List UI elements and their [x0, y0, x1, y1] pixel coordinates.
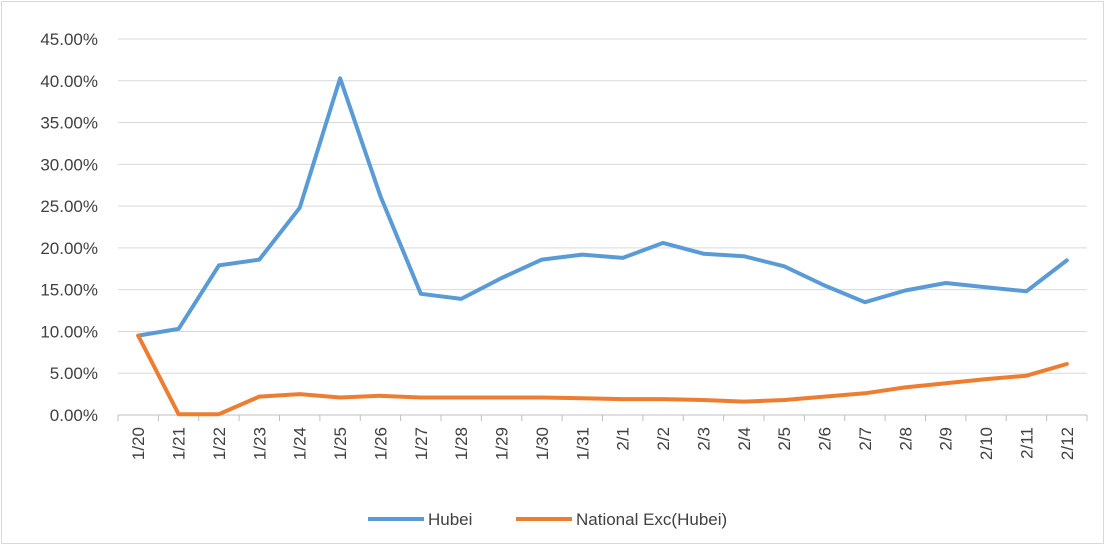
- x-tick-label: 1/20: [129, 427, 148, 460]
- y-tick-label: 10.00%: [40, 322, 98, 341]
- x-tick-label: 1/30: [533, 427, 552, 460]
- y-tick-label: 30.00%: [40, 155, 98, 174]
- x-tick-label: 2/2: [654, 427, 673, 451]
- x-tick-label: 1/22: [210, 427, 229, 460]
- x-tick-label: 1/27: [412, 427, 431, 460]
- x-axis-tick-labels: 1/20 1/21 1/22 1/23 1/24 1/25 1/26 1/27 1/28 1/29…: [129, 427, 1077, 460]
- y-tick-label: 40.00%: [40, 72, 98, 91]
- x-tick-label: 2/8: [896, 427, 915, 451]
- x-tick-label: 1/24: [291, 427, 310, 460]
- y-tick-label: 45.00%: [40, 30, 98, 49]
- y-tick-label: 15.00%: [40, 281, 98, 300]
- x-tick-label: 2/12: [1058, 427, 1077, 460]
- gridlines: [118, 38, 1087, 374]
- x-tick-label: 2/4: [735, 427, 754, 451]
- x-tick-label: 1/29: [493, 427, 512, 460]
- x-tick-label: 1/23: [250, 427, 269, 460]
- x-tick-label: 2/5: [775, 427, 794, 451]
- y-tick-label: 35.00%: [40, 114, 98, 133]
- legend-label: National Exc(Hubei): [576, 510, 727, 529]
- x-tick-label: 1/31: [573, 427, 592, 460]
- y-axis-tick-labels: 0.00% 5.00% 10.00% 15.00% 20.00% 25.00% 30.00%…: [40, 30, 98, 425]
- y-tick-label: 20.00%: [40, 239, 98, 258]
- series-line-national-exc-hubei: [136, 333, 1069, 417]
- x-tick-label: 2/11: [1017, 427, 1036, 459]
- legend: Hubei National Exc(Hubei): [368, 510, 727, 529]
- y-tick-label: 5.00%: [50, 364, 98, 383]
- x-tick-label: 2/9: [937, 427, 956, 451]
- x-tick-label: 2/7: [856, 427, 875, 451]
- series-lines: [136, 76, 1069, 417]
- series-line-hubei: [136, 76, 1069, 338]
- x-tick-label: 1/21: [170, 427, 189, 460]
- x-tick-label: 1/25: [331, 427, 350, 460]
- x-tick-label: 1/26: [371, 427, 390, 460]
- x-tick-label: 2/6: [816, 427, 835, 451]
- y-tick-label: 25.00%: [40, 197, 98, 216]
- x-tick-label: 2/3: [694, 427, 713, 451]
- x-tick-label: 1/28: [452, 427, 471, 460]
- x-tick-label: 2/1: [614, 427, 633, 451]
- axes: [117, 414, 1088, 421]
- y-tick-label: 0.00%: [50, 406, 98, 425]
- x-tick-label: 2/10: [977, 427, 996, 460]
- legend-label: Hubei: [428, 510, 472, 529]
